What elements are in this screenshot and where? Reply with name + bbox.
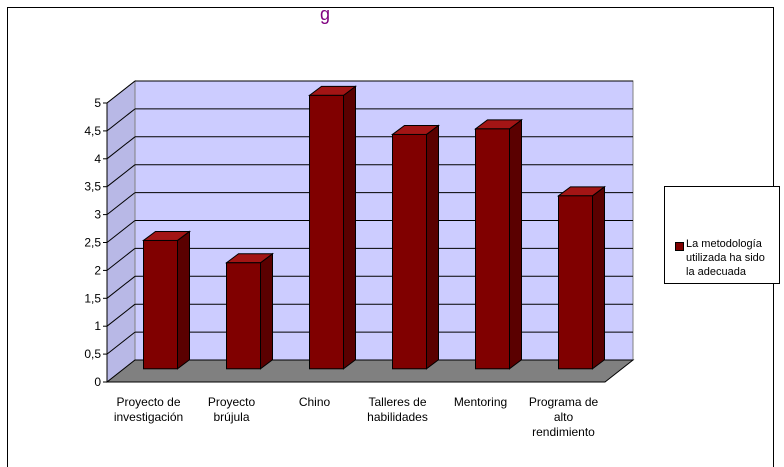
x-category-label: Programa de <box>529 395 599 409</box>
x-category-label: brújula <box>213 410 249 424</box>
gridline-side <box>106 303 136 327</box>
legend-swatch <box>675 242 684 251</box>
y-tick-label: 3,5 <box>84 180 101 194</box>
x-category-label: Talleres de <box>368 395 426 409</box>
bar <box>309 94 344 370</box>
gridline-side <box>106 192 136 215</box>
gridline-side <box>106 275 136 299</box>
legend-line: utilizada ha sido <box>686 252 765 264</box>
y-tick-label: 2 <box>94 263 101 277</box>
x-category-label: rendimiento <box>532 425 595 439</box>
y-tick-label: 4 <box>94 152 101 166</box>
x-category-label: Mentoring <box>454 395 507 409</box>
bar <box>143 239 178 370</box>
y-tick-label: 1,5 <box>84 291 101 305</box>
y-tick-label: 3 <box>94 208 101 222</box>
y-tick-label: 0,5 <box>84 347 101 361</box>
bar-side <box>260 252 273 370</box>
y-tick-label: 0 <box>94 375 101 389</box>
gridline-side <box>106 248 136 271</box>
gridline-side <box>106 80 136 104</box>
x-category-label: Proyecto <box>208 395 256 409</box>
y-tick-label: 4,5 <box>84 124 101 138</box>
plot-floor <box>105 359 635 383</box>
gridline-side <box>106 108 136 132</box>
chart-title-fragment: g <box>320 4 331 24</box>
legend-line: La metodología <box>686 238 762 250</box>
bar-side <box>509 118 522 370</box>
gridline-side <box>106 220 136 243</box>
x-category-label: Chino <box>299 395 331 409</box>
gridline-side <box>106 136 136 160</box>
y-tick-label: 1 <box>94 319 101 333</box>
bar-side <box>343 85 356 370</box>
bar-side <box>592 185 605 370</box>
y-tick-label: 2,5 <box>84 236 101 250</box>
bar <box>392 133 427 370</box>
legend-line: la adecuada <box>686 266 746 278</box>
x-category-label: investigación <box>114 410 183 424</box>
bar-side <box>177 230 190 370</box>
bar <box>475 128 510 370</box>
y-tick-label: 5 <box>94 96 101 110</box>
gridline-side <box>106 164 136 188</box>
legend: La metodología utilizada ha sido la adec… <box>664 186 780 284</box>
gridline-side <box>106 331 136 355</box>
bar-side <box>426 124 439 370</box>
x-category-label: alto <box>554 410 574 424</box>
x-category-label: Proyecto de <box>116 395 180 409</box>
bar <box>558 195 593 370</box>
x-category-label: habilidades <box>367 410 428 424</box>
legend-label: La metodología utilizada ha sido la adec… <box>686 237 782 279</box>
bar <box>226 262 261 370</box>
